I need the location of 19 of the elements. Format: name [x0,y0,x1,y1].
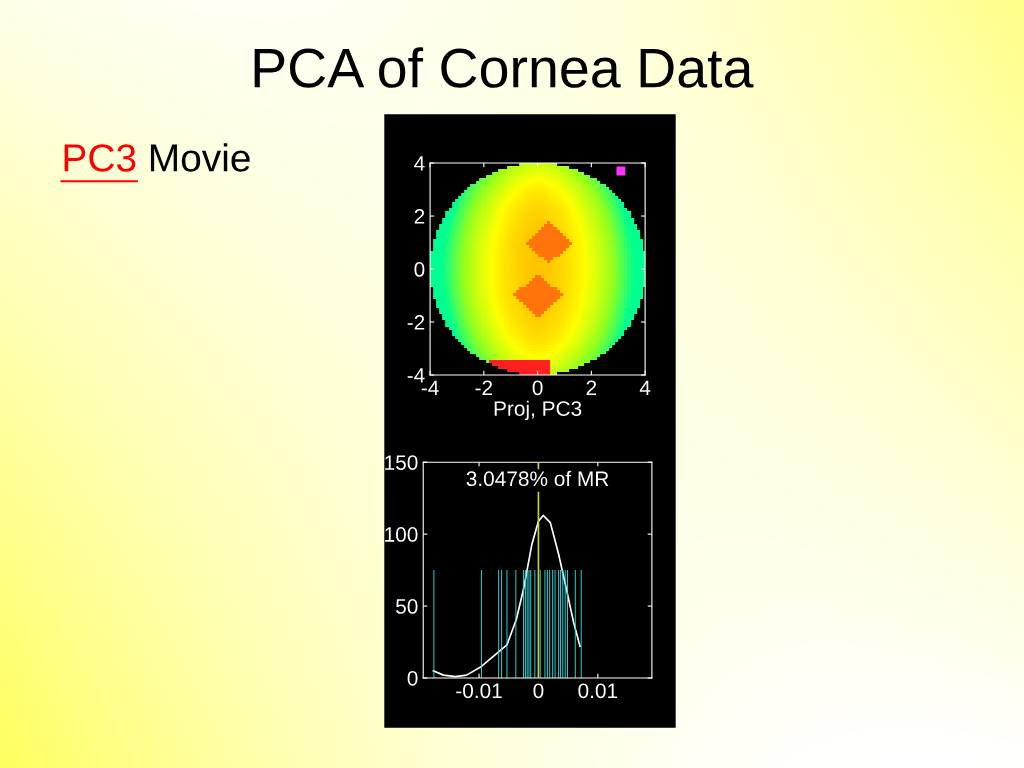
x-tick-label: 0 [533,683,544,699]
chart-subtitle: PC3 Movie [64,143,250,172]
y-tick-label: 4 [414,156,425,171]
x-tick-label: -2 [475,380,493,395]
y-tick-label: 100 [385,527,418,542]
x-tick-label: 0.01 [578,683,618,699]
x-tick-label: 4 [639,380,651,395]
x-axis-title: Proj, PC3 [494,400,582,421]
annotation: 3.0478% of MR [466,470,609,487]
y-tick-label: 50 [396,599,418,614]
y-tick-label: -2 [407,315,425,330]
y-tick-label: 0 [414,262,425,277]
y-tick-label: 0 [407,670,418,686]
y-tick-label: 150 [385,455,418,470]
chart-title: PCA of Cornea Data [254,47,754,88]
x-tick-label: 2 [586,380,597,395]
y-tick-label: 2 [414,209,425,224]
x-tick-label: 0 [532,380,543,396]
x-tick-label: -0.01 [456,683,502,699]
